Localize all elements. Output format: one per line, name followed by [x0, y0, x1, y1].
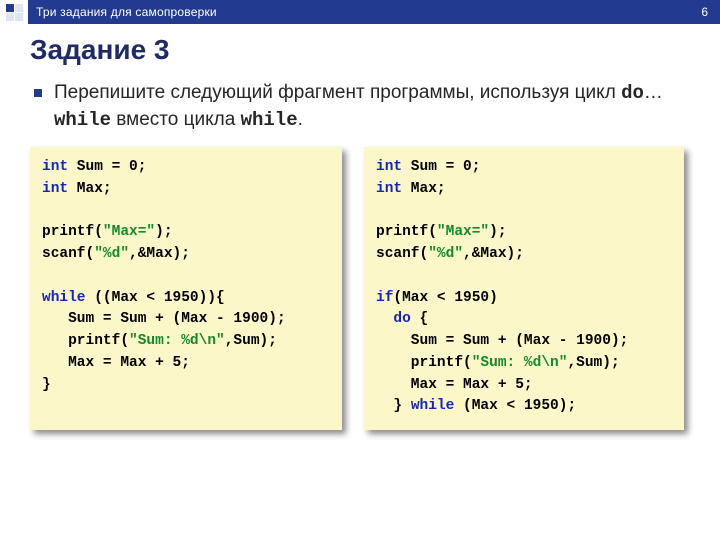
- text-post: .: [298, 109, 303, 130]
- bullet-icon: [34, 89, 42, 97]
- code-left: int Sum = 0; int Max; printf("Max="); sc…: [42, 157, 330, 396]
- task-paragraph: Перепишите следующий фрагмент программы,…: [30, 80, 690, 133]
- page-number: 6: [680, 0, 720, 24]
- kw-while: while: [54, 109, 111, 131]
- code-right: int Sum = 0; int Max; printf("Max="); sc…: [376, 157, 672, 418]
- task-text: Перепишите следующий фрагмент программы,…: [54, 80, 690, 133]
- slide-content: Задание 3 Перепишите следующий фрагмент …: [0, 24, 720, 430]
- topbar: Три задания для самопроверки 6: [0, 0, 720, 24]
- code-block-right: int Sum = 0; int Max; printf("Max="); sc…: [364, 147, 684, 430]
- kw-do: do: [621, 82, 644, 104]
- slide-heading: Задание 3: [30, 34, 690, 66]
- kw-while2: while: [241, 109, 298, 131]
- topbar-title: Три задания для самопроверки: [28, 0, 680, 24]
- logo-icon: [0, 0, 28, 24]
- text-pre: Перепишите следующий фрагмент программы,…: [54, 82, 621, 103]
- text-mid: …: [644, 82, 663, 103]
- code-row: int Sum = 0; int Max; printf("Max="); sc…: [30, 147, 690, 430]
- code-block-left: int Sum = 0; int Max; printf("Max="); sc…: [30, 147, 342, 430]
- text-mid2: вместо цикла: [111, 109, 241, 130]
